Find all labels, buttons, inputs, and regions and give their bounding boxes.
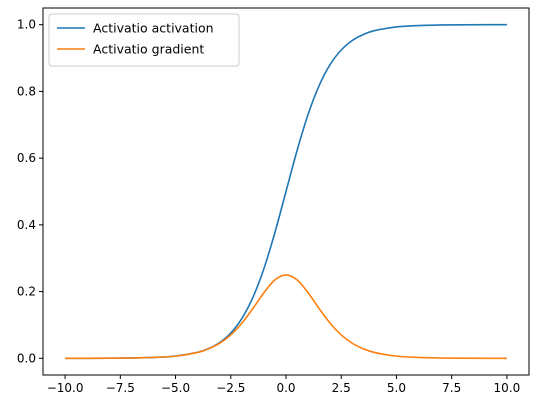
y-tick-label: 0.8: [17, 84, 36, 98]
x-tick-label: −2.5: [216, 381, 245, 395]
legend: Activatio activation Activatio gradient: [48, 13, 240, 67]
series-line-2: [65, 274, 507, 360]
x-tick-label: −10.0: [47, 381, 84, 395]
y-tick-label: 0.2: [17, 285, 36, 299]
y-tick-label: 0.0: [17, 351, 36, 365]
x-tick-label: 5.0: [387, 381, 406, 395]
series-layer: [65, 23, 507, 360]
y-tick-label: 0.4: [17, 218, 36, 232]
x-tick-label: −5.0: [161, 381, 190, 395]
x-tick-label: 0.0: [276, 381, 295, 395]
y-tick-label: 1.0: [17, 18, 36, 32]
legend-label: Activatio gradient: [93, 42, 204, 57]
x-axis-ticks: −10.0 −7.5 −5.0 −2.5 0.0 2.5 5.0 7.5 10.0: [47, 375, 521, 395]
x-tick-label: 2.5: [332, 381, 351, 395]
y-axis-ticks: 0.0 0.2 0.4 0.6 0.8 1.0: [17, 18, 43, 365]
legend-box: [48, 13, 240, 67]
series-line-1: [65, 23, 507, 360]
y-tick-label: 0.6: [17, 151, 36, 165]
x-tick-label: 10.0: [494, 381, 521, 395]
x-tick-label: −7.5: [106, 381, 135, 395]
x-tick-label: 7.5: [442, 381, 461, 395]
legend-label: Activatio activation: [93, 21, 214, 36]
